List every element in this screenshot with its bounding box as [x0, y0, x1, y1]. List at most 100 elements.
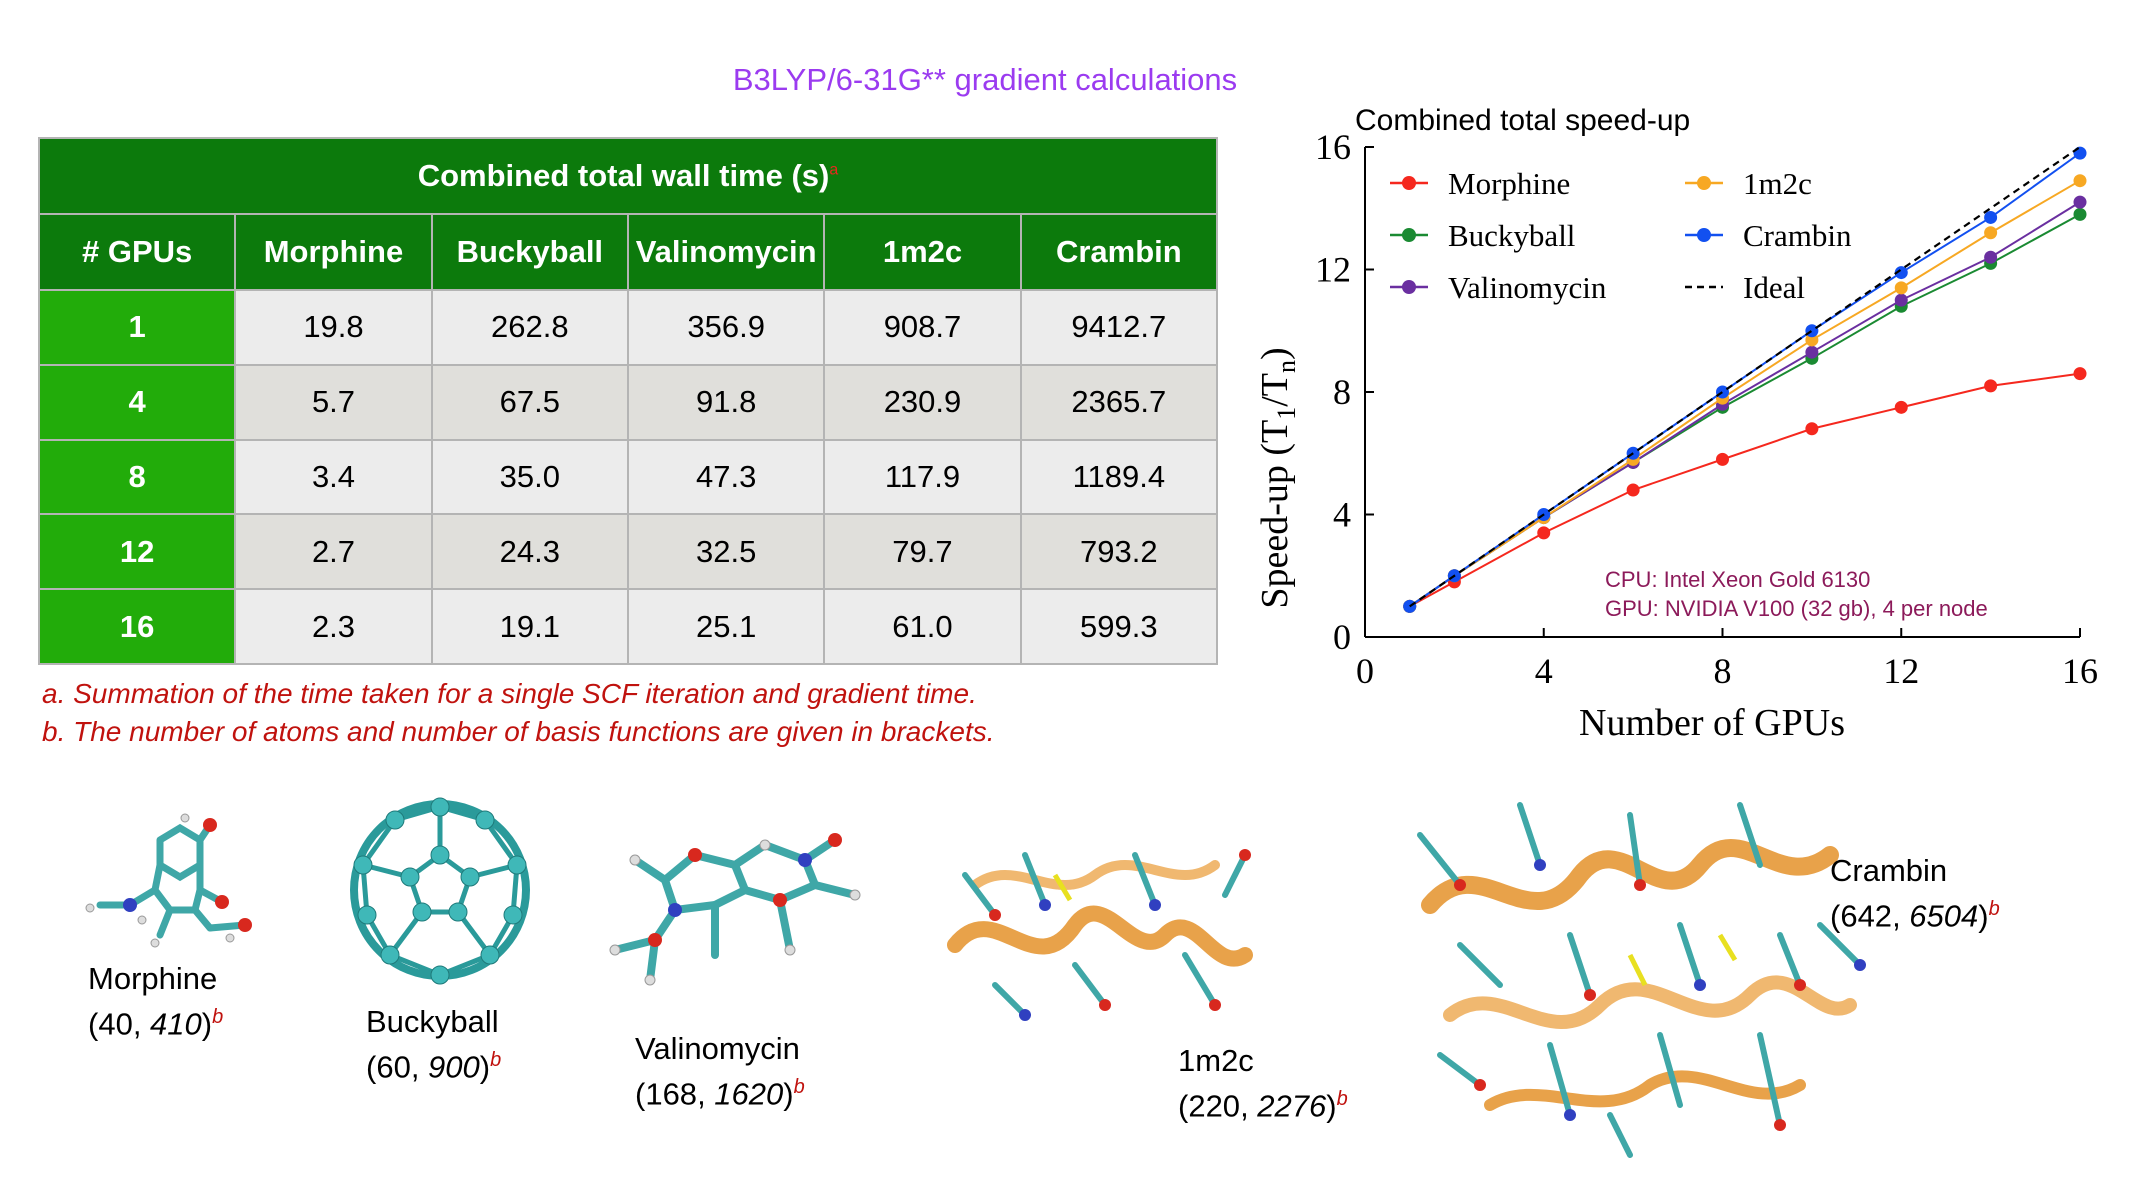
legend-marker [1402, 280, 1416, 294]
x-tick-label: 8 [1714, 651, 1732, 691]
molecule-name: Crambin [1830, 853, 1948, 888]
crambin-label: Crambin (642, 6504)b [1830, 853, 2000, 934]
data-point-1m2c [1984, 226, 1998, 240]
y-tick-label: 16 [1315, 127, 1351, 167]
series-valinomycin [1403, 195, 2087, 613]
table-cell: 61.0 [823, 588, 1022, 665]
legend-marker [1402, 176, 1416, 190]
table-cell: 19.8 [234, 289, 433, 366]
y-tick-label: 12 [1315, 250, 1351, 290]
table-cell: 67.5 [430, 363, 629, 441]
table-caption: Combined total wall time (s)a [38, 137, 1218, 215]
table-cell: 9412.7 [1019, 289, 1219, 366]
table-cell: 3.4 [234, 438, 433, 516]
footnote-mark: b [793, 1076, 805, 1098]
header-valinomycin: Valinomycin [626, 213, 826, 291]
header-crambin: Crambin [1019, 213, 1219, 291]
data-point-morphine [2073, 367, 2087, 381]
page-title: B3LYP/6-31G** gradient calculations [732, 62, 1238, 97]
header-gpus: # GPUs [37, 213, 237, 291]
table-row: 4 5.7 67.5 91.8 230.9 2365.7 [37, 363, 1219, 441]
y-axis-label: Speed-up (T1/Tn) [1254, 347, 1301, 608]
table-cell: 793.2 [1019, 513, 1219, 591]
data-point-morphine [1984, 379, 1998, 393]
y-tick-label: 0 [1333, 617, 1351, 657]
y-tick-label: 8 [1333, 372, 1351, 412]
basis-count: 6504 [1909, 898, 1979, 934]
x-tick-label: 0 [1356, 651, 1374, 691]
footnote-mark: b [490, 1049, 502, 1071]
series-morphine [1403, 367, 2087, 613]
morphine-structure-icon [85, 813, 252, 948]
table-cell: 32.5 [626, 513, 826, 591]
footnote-b: b. The number of atoms and number of bas… [42, 716, 995, 747]
data-point-valinomycin [1984, 250, 1998, 264]
table-cell: 5.7 [234, 363, 433, 441]
basis-count: 410 [150, 1006, 202, 1042]
footnote-mark: b [1988, 898, 2000, 920]
x-tick-label: 4 [1535, 651, 1553, 691]
basis-count: 1620 [714, 1076, 784, 1112]
series-line-ideal [1409, 146, 2081, 608]
legend-label: Morphine [1448, 166, 1570, 201]
molecule-name: 1m2c [1178, 1043, 1254, 1078]
data-point-morphine [1716, 452, 1729, 466]
table-cell: 47.3 [626, 438, 826, 516]
data-point-1m2c [1894, 281, 1908, 295]
data-point-morphine [1537, 526, 1551, 540]
legend-item-ideal: Ideal [1685, 270, 1805, 305]
data-point-crambin [1403, 599, 1417, 613]
molecule-name: Valinomycin [635, 1031, 800, 1066]
chart-legend: Morphine Buckyball Valinomycin 1m2c Crambin I… [1390, 166, 1852, 305]
table-cell: 24.3 [430, 513, 629, 591]
buckyball-label: Buckyball (60, 900)b [366, 1004, 502, 1085]
data-point-1m2c [1805, 333, 1819, 347]
valinomycin-structure-icon [609, 833, 861, 986]
header-morphine: Morphine [234, 213, 433, 291]
gpu-count-cell: 8 [37, 438, 237, 516]
table-cell: 2.3 [234, 588, 433, 665]
valinomycin-label: Valinomycin (168, 1620)b [635, 1031, 805, 1112]
morphine-label: Morphine (40, 410)b [88, 961, 224, 1042]
atom-count: 60 [376, 1049, 411, 1085]
legend-marker [1402, 228, 1416, 242]
header-1m2c: 1m2c [823, 213, 1022, 291]
y-tick-label: 4 [1333, 495, 1351, 535]
data-point-morphine [1805, 422, 1819, 436]
buckyball-structure-icon [350, 797, 530, 985]
table-cell: 2.7 [234, 513, 433, 591]
table-row: 1 19.8 262.8 356.9 908.7 9412.7 [37, 289, 1219, 366]
caption-footnote-mark: a [829, 161, 839, 179]
data-point-valinomycin [1894, 293, 1908, 307]
legend-marker [1697, 176, 1711, 190]
data-point-crambin [1805, 324, 1819, 338]
chart-title: Combined total speed-up [1355, 104, 1690, 137]
basis-count: 900 [428, 1049, 480, 1085]
cpu-annotation: CPU: Intel Xeon Gold 6130 [1605, 567, 1870, 592]
data-point-1m2c [2073, 174, 2087, 188]
table-cell: 356.9 [626, 289, 826, 366]
x-tick-label: 16 [2062, 651, 2098, 691]
table-caption-text: Combined total wall time (s) [417, 158, 830, 193]
legend-label: Ideal [1743, 270, 1805, 305]
x-tick-label: 12 [1883, 651, 1919, 691]
x-axis-label: Number of GPUs [1579, 702, 1845, 744]
legend-label: 1m2c [1743, 166, 1812, 201]
data-point-crambin [1716, 385, 1729, 399]
gpu-count-cell: 4 [37, 363, 237, 441]
table-row: 12 2.7 24.3 32.5 79.7 793.2 [37, 513, 1219, 591]
series-line-valinomycin [1409, 201, 2081, 608]
legend-item-morphine: Morphine [1390, 166, 1570, 201]
legend-label: Crambin [1743, 218, 1852, 253]
data-point-morphine [1894, 400, 1908, 414]
series-buckyball [1403, 207, 2087, 613]
molecule-name: Morphine [88, 961, 218, 996]
atom-count: 40 [98, 1006, 133, 1042]
table-header-row: # GPUs Morphine Buckyball Valinomycin 1m… [37, 213, 1219, 291]
footnote-a: a. Summation of the time taken for a sin… [42, 678, 977, 709]
legend-label: Valinomycin [1448, 270, 1607, 305]
series-layer [1403, 146, 2087, 613]
table-cell: 908.7 [823, 289, 1022, 366]
table-cell: 19.1 [430, 588, 629, 665]
legend-label: Buckyball [1448, 218, 1575, 253]
